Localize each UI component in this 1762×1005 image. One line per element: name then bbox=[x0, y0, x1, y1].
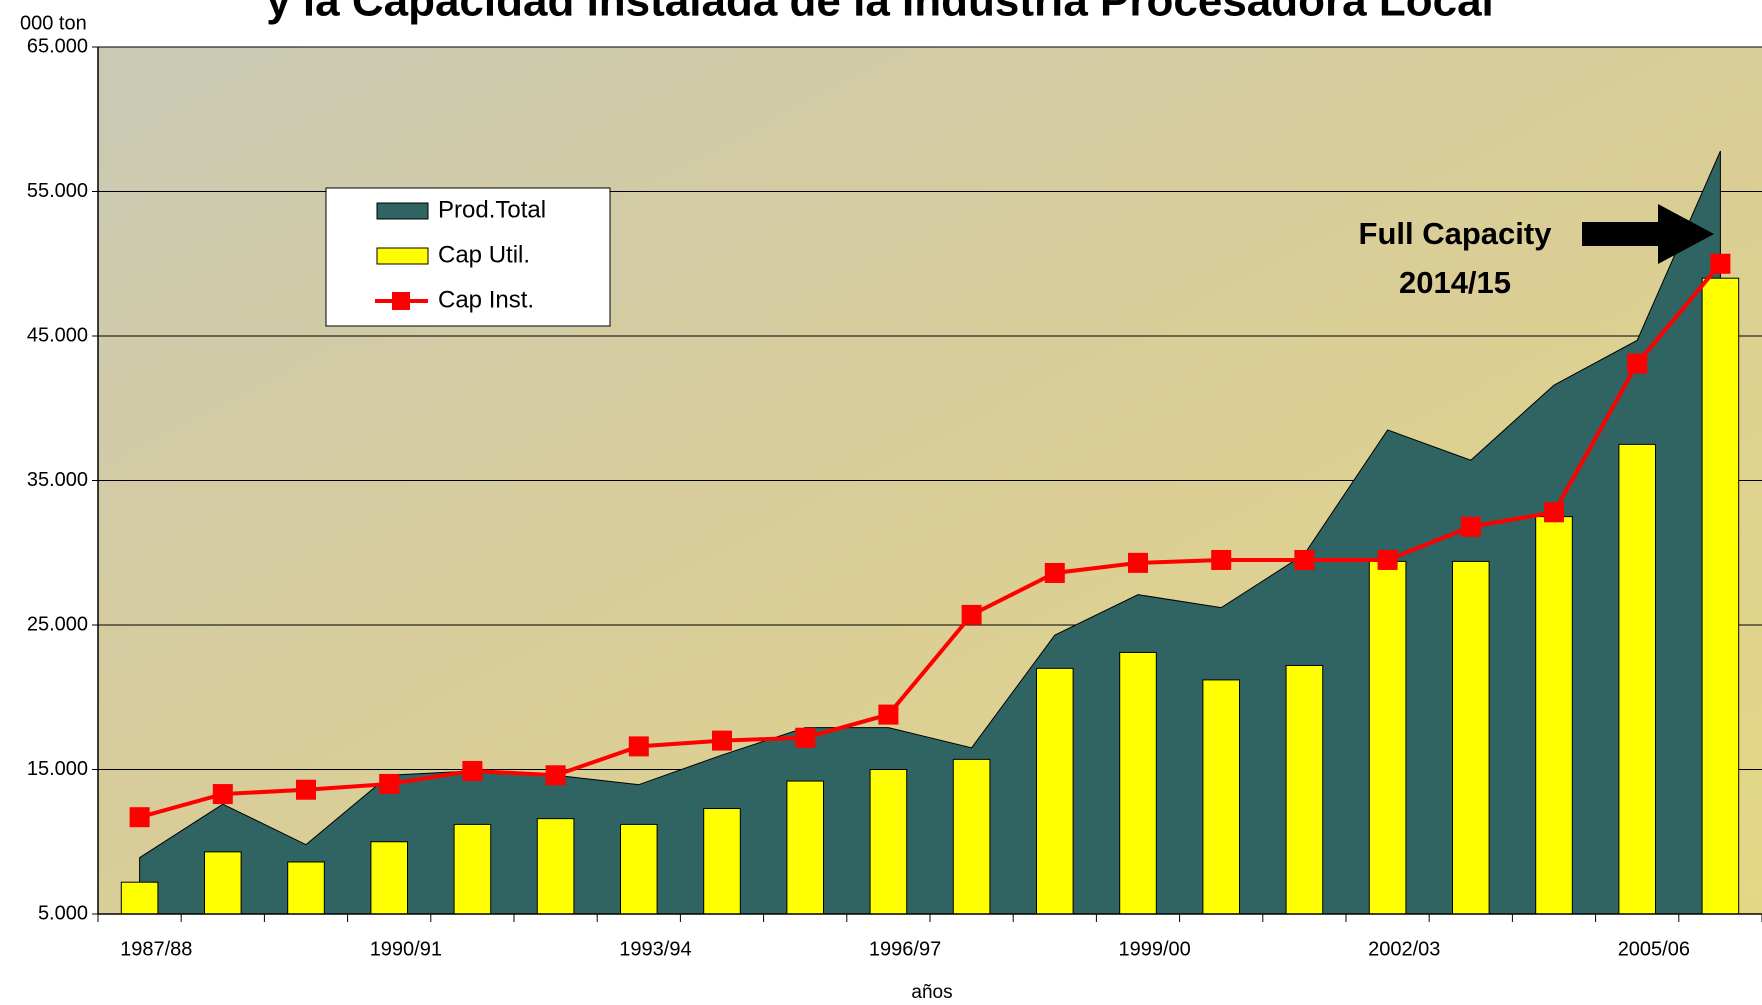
y-tick-label: 25.000 bbox=[27, 613, 88, 635]
x-tick-label: 1987/88 bbox=[120, 938, 192, 960]
y-tick-label: 45.000 bbox=[27, 324, 88, 346]
arrow bbox=[1582, 204, 1714, 264]
y-tick-label: 65.000 bbox=[27, 35, 88, 57]
marker bbox=[1044, 562, 1065, 583]
bar bbox=[869, 769, 908, 915]
bar bbox=[1618, 443, 1657, 915]
marker bbox=[878, 704, 899, 725]
marker bbox=[1710, 253, 1731, 274]
legend-swatch bbox=[392, 292, 410, 310]
legend-label: Prod.Total bbox=[438, 196, 546, 223]
legend: Prod.Total Cap Util. Cap Inst. bbox=[325, 187, 611, 327]
marker bbox=[212, 784, 233, 805]
area bbox=[139, 150, 1721, 915]
marker bbox=[712, 730, 732, 751]
marker bbox=[795, 727, 816, 748]
marker bbox=[961, 604, 982, 625]
legend-box bbox=[325, 187, 611, 327]
bar bbox=[536, 818, 575, 915]
marker bbox=[296, 779, 316, 800]
marker bbox=[129, 807, 150, 828]
marker bbox=[1627, 353, 1648, 374]
x-tick-label: 1999/00 bbox=[1118, 938, 1190, 960]
legend-label: Cap Inst. bbox=[438, 286, 534, 313]
marker bbox=[1128, 552, 1148, 573]
bar bbox=[370, 841, 409, 915]
x-axis-label: años bbox=[911, 982, 952, 1003]
y-axis-label: 000 ton bbox=[20, 12, 87, 34]
bar bbox=[120, 881, 159, 915]
y-tick-label: 55.000 bbox=[27, 180, 88, 202]
bar bbox=[703, 808, 741, 915]
legend-swatch bbox=[376, 247, 429, 265]
marker bbox=[1211, 549, 1232, 570]
bar bbox=[952, 758, 991, 915]
legend-label: Cap Util. bbox=[438, 241, 530, 268]
bar bbox=[1368, 560, 1407, 915]
bar bbox=[1035, 667, 1074, 915]
bar bbox=[287, 861, 325, 915]
bar bbox=[1451, 560, 1490, 915]
marker bbox=[1544, 502, 1564, 523]
marker bbox=[1460, 516, 1481, 537]
x-tick-label: 1996/97 bbox=[869, 938, 941, 960]
annotation: 2014/15 bbox=[1399, 265, 1511, 300]
x-tick-label: 1990/91 bbox=[370, 938, 442, 960]
bar bbox=[1202, 679, 1241, 915]
y-tick-label: 35.000 bbox=[27, 469, 88, 491]
marker bbox=[462, 760, 483, 781]
marker bbox=[628, 736, 649, 757]
legend-swatch bbox=[376, 202, 429, 220]
marker bbox=[379, 773, 400, 794]
bar bbox=[786, 780, 825, 915]
chart-title: y la Capacidad Instalada de la Industria… bbox=[266, 0, 1494, 26]
x-tick-label: 2005/06 bbox=[1618, 938, 1690, 960]
y-tick-label: 15.000 bbox=[27, 758, 88, 780]
bar bbox=[619, 823, 658, 915]
bar bbox=[1119, 651, 1157, 915]
bar bbox=[1285, 664, 1324, 915]
bar bbox=[203, 851, 242, 915]
bar bbox=[1535, 516, 1573, 915]
y-tick-label: 5.000 bbox=[38, 902, 88, 924]
marker bbox=[1294, 549, 1315, 570]
x-tick-label: 2002/03 bbox=[1368, 938, 1440, 960]
marker bbox=[1377, 549, 1398, 570]
line bbox=[139, 262, 1722, 820]
bar bbox=[1701, 277, 1740, 915]
bar bbox=[453, 823, 492, 915]
annotation: Full Capacity bbox=[1359, 216, 1553, 251]
x-tick-label: 1993/94 bbox=[619, 938, 691, 960]
marker bbox=[545, 765, 566, 786]
